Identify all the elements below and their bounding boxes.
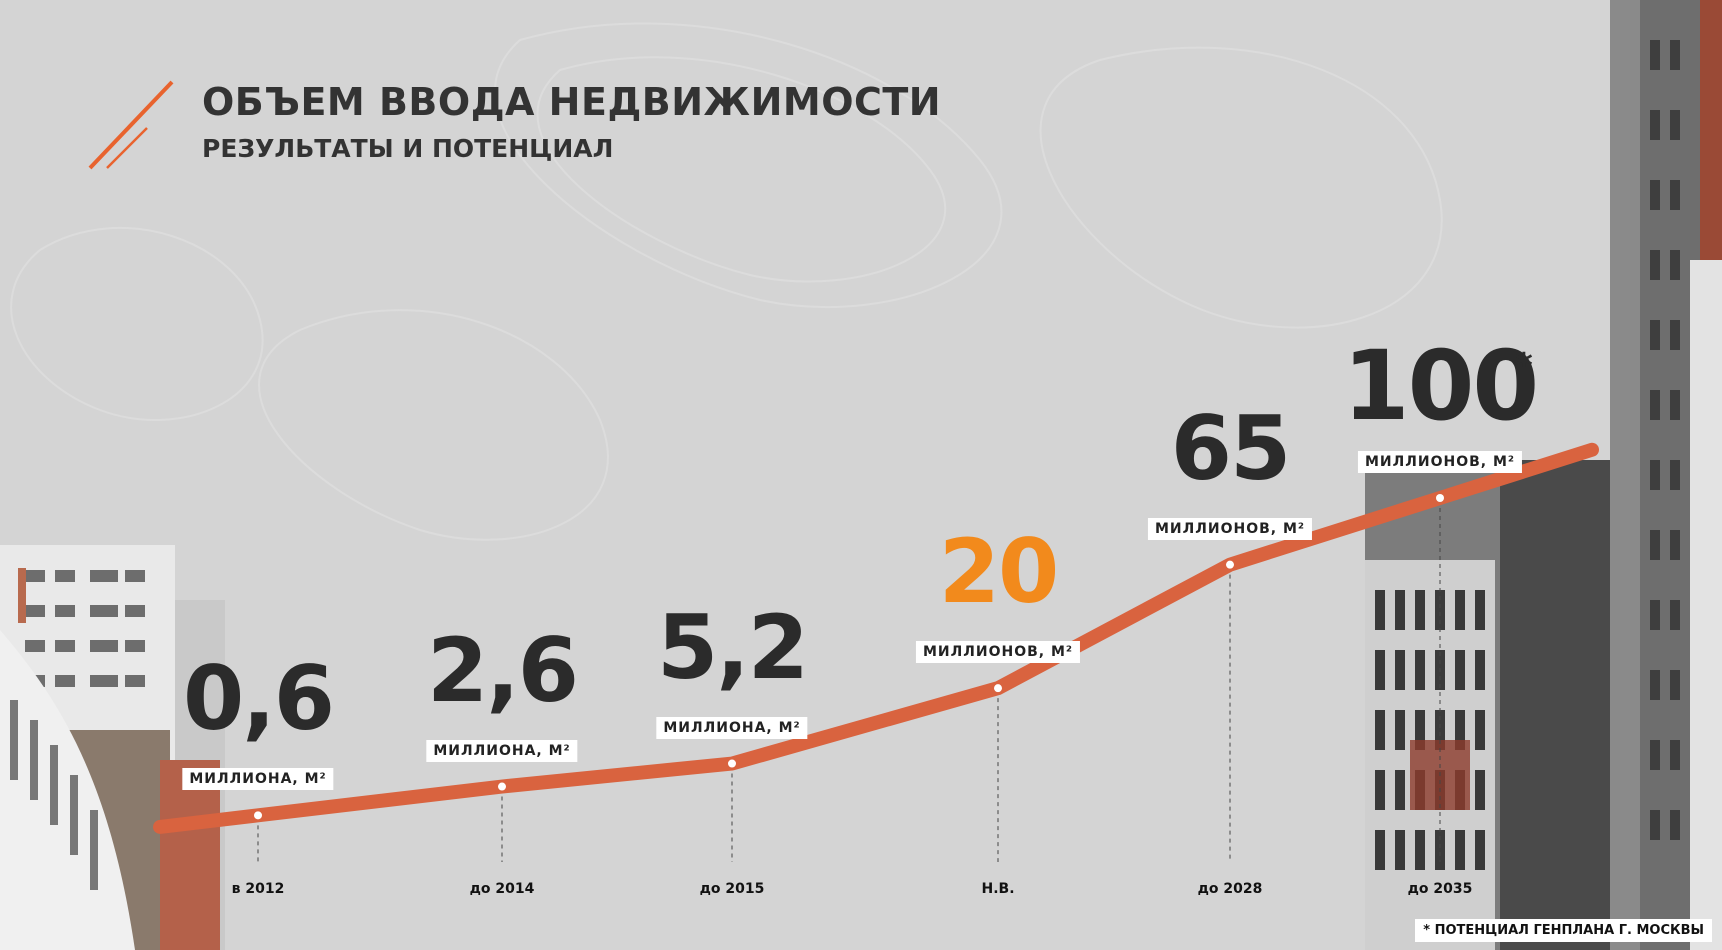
unit-label: МИЛЛИОНОВ, М² [915,641,1081,664]
unit-label: МИЛЛИОНА, М² [182,768,334,791]
x-tick-label: в 2012 [231,881,285,897]
data-value-label: 100 [1342,330,1539,442]
x-tick-label: до 2014 [469,881,535,897]
data-point [498,782,506,791]
data-value-label: 0,6 [183,647,335,751]
data-point [1226,560,1234,569]
x-tick-label: Н.В. [981,881,1015,897]
data-point [994,684,1002,693]
data-point [254,811,262,820]
footnote: * ПОТЕНЦИАЛ ГЕНПЛАНА Г. МОСКВЫ [1415,919,1712,942]
data-value-label: 2,6 [427,618,579,722]
asterisk-mark: * [1515,346,1533,386]
slash-logo-icon [88,80,174,170]
x-tick-label: до 2028 [1197,881,1263,897]
unit-label: МИЛЛИОНОВ, М² [1357,451,1523,473]
data-value-label: 5,2 [657,595,809,699]
data-value-label: 65 [1170,396,1291,500]
data-point [1436,494,1444,502]
unit-label: МИЛЛИОНОВ, М² [1147,517,1313,540]
x-tick-label: до 2035 [1407,881,1473,897]
data-point [728,759,736,768]
data-value-label: 20 [938,520,1059,624]
series-line [153,442,1599,834]
unit-label: МИЛЛИОНА, М² [656,716,808,739]
chart-title: ОБЪЕМ ВВОДА НЕДВИЖИМОСТИ [202,80,942,124]
chart-subtitle: РЕЗУЛЬТАТЫ И ПОТЕНЦИАЛ [202,134,614,163]
unit-label: МИЛЛИОНА, М² [426,739,578,762]
x-tick-label: до 2015 [699,881,765,897]
